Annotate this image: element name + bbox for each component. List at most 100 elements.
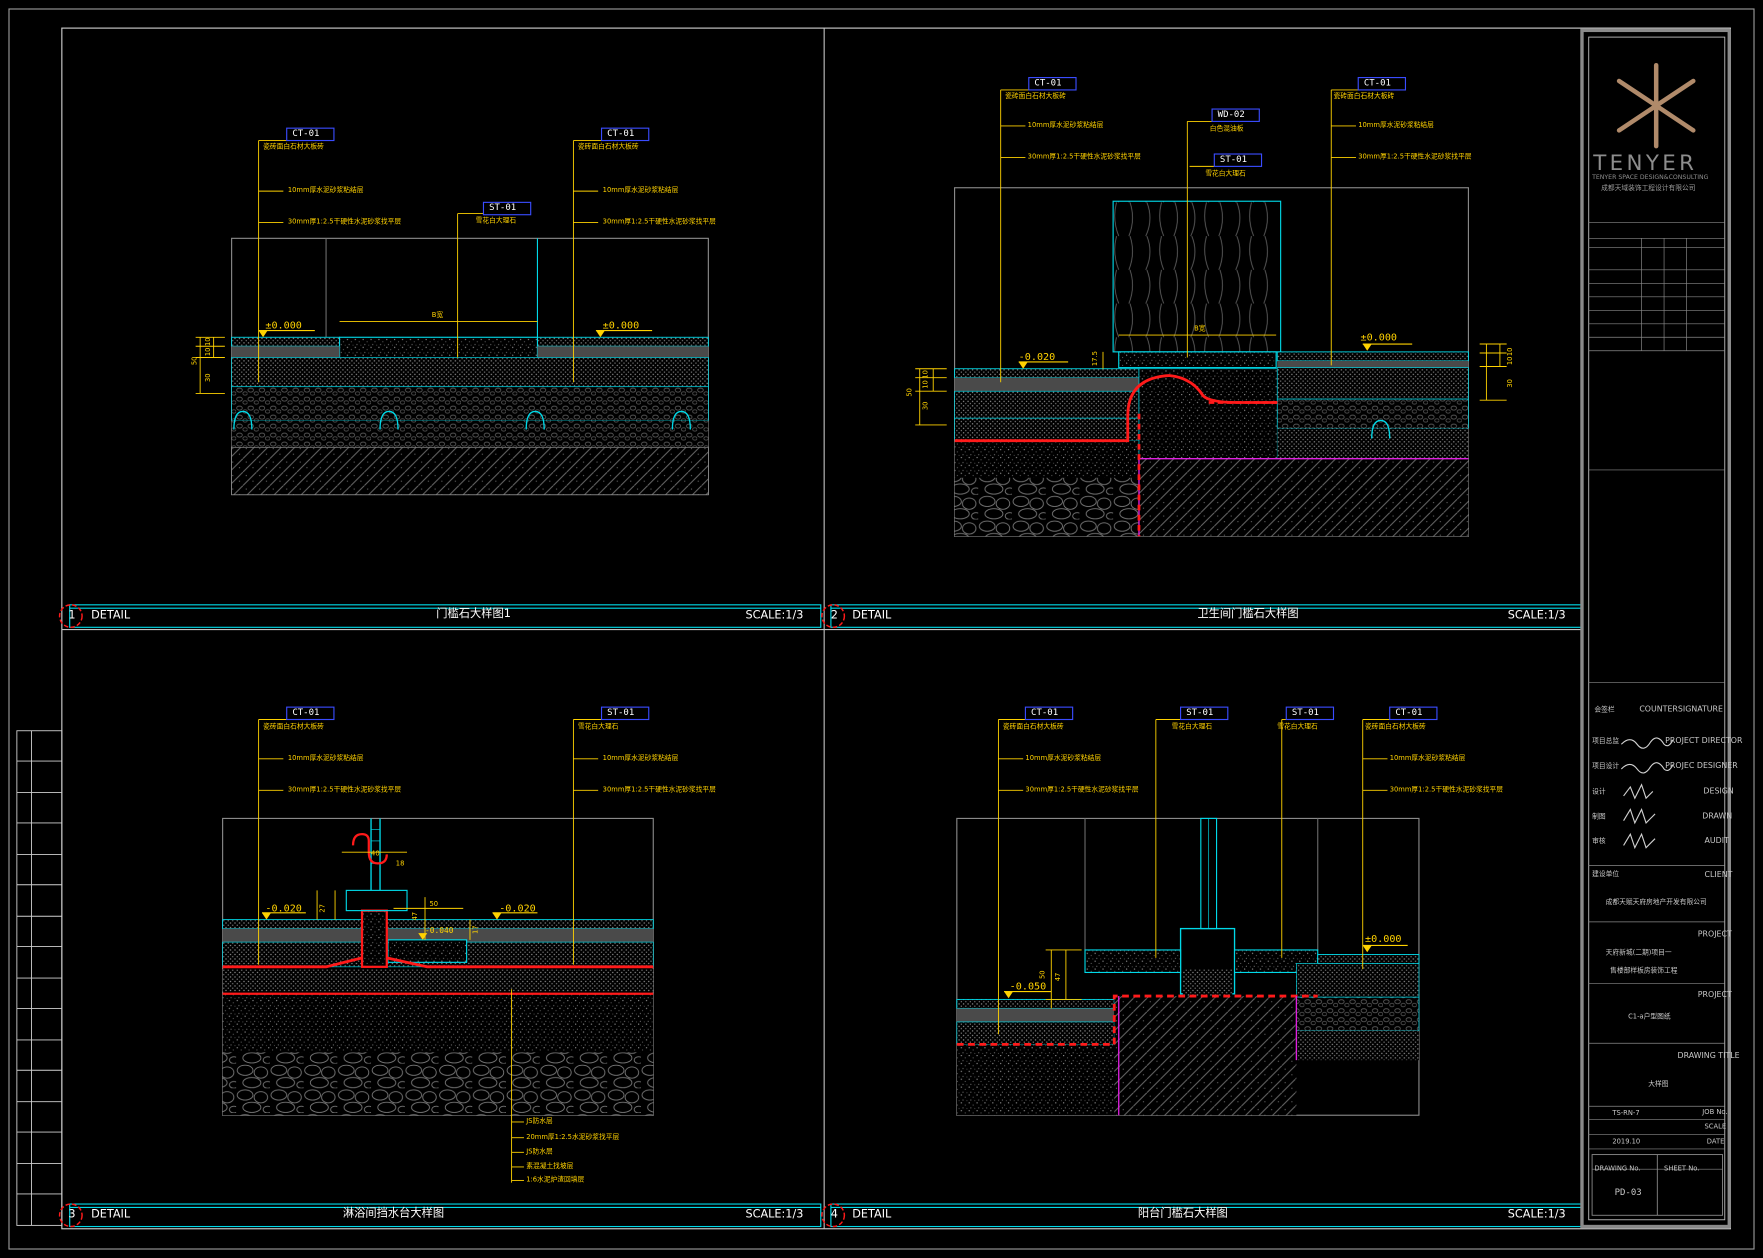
- client-label-cn: 建设单位: [1592, 870, 1620, 879]
- d3-detail-label: DETAIL: [91, 1208, 131, 1221]
- detail-4-tags: [1024, 706, 1438, 721]
- role-1-cn: 项目总监: [1592, 737, 1620, 746]
- d2-dim-175: 17.5: [1091, 351, 1100, 367]
- role-4-en: DRAWN: [1702, 811, 1733, 821]
- d4-level-2: ±0.000: [1364, 934, 1402, 946]
- d3-note-3: 10mm厚水泥砂浆粘结层: [602, 754, 679, 763]
- d4-note-1: 10mm厚水泥砂浆粘结层: [1025, 754, 1102, 763]
- drawing-title-label: DRAWING TITLE: [1677, 1051, 1740, 1061]
- d3-dim-27: 27: [319, 904, 327, 913]
- client-label-en: CLIENT: [1704, 870, 1733, 880]
- detail-2-tags: [1028, 77, 1407, 167]
- role-3-cn: 设计: [1592, 788, 1606, 796]
- signature-scribbles: [1620, 737, 1674, 850]
- title-block: [1580, 28, 1731, 1229]
- company-name: 成都天域装饰工程设计有限公司: [1601, 184, 1696, 193]
- d1-tag-1-note: 瓷砖面白石材大板砖: [263, 142, 324, 151]
- detail-1-drawing: [195, 140, 709, 496]
- d2-tag-4: CT-01: [1363, 77, 1391, 88]
- project-line-1: 天府新城(二期)项目一: [1605, 948, 1672, 957]
- d2-tag-3: ST-01: [1219, 154, 1248, 165]
- d4-tag-4: CT-01: [1395, 707, 1423, 718]
- d2-dim-10c: 10: [1506, 347, 1515, 357]
- d1-note-4: 30mm厚1:2.5干硬性水泥砂浆找平层: [602, 218, 716, 226]
- d2-tag-2-note: 白色混油板: [1209, 124, 1244, 133]
- d3-title: 淋浴间挡水台大样图: [342, 1207, 445, 1220]
- countersign-en: COUNTERSIGNATURE: [1639, 704, 1723, 714]
- d2-dim-30: 30: [921, 401, 930, 411]
- d3-stack-3: JS防水层: [526, 1147, 553, 1156]
- d1-tag-1: CT-01: [292, 128, 320, 139]
- d1-dim-10b: 10: [204, 347, 213, 357]
- countersign-cn: 会签栏: [1594, 706, 1615, 714]
- project-label: PROJECT: [1697, 929, 1732, 939]
- d1-dim-50: 50: [190, 356, 199, 366]
- d3-dim-18: 18: [395, 860, 405, 868]
- d1-note-1: 10mm厚水泥砂浆粘结层: [287, 186, 364, 195]
- project-line-2: 售楼部样板房装饰工程: [1610, 966, 1678, 975]
- d3-stack-1: JS防水层: [526, 1117, 553, 1126]
- d4-tag-4-note: 瓷砖面白石材大板砖: [1364, 722, 1426, 731]
- detail-1-tags: [286, 127, 650, 216]
- role-2-cn: 项目设计: [1592, 762, 1620, 771]
- d4-note-2: 30mm厚1:2.5干硬性水泥砂浆找平层: [1025, 785, 1139, 794]
- d4-tag-1: CT-01: [1031, 707, 1059, 718]
- detail-4-drawing: [956, 719, 1420, 1116]
- client-name: 成都天赋天府房地产开发有限公司: [1605, 898, 1707, 907]
- d4-dim-50: 50: [1038, 970, 1047, 979]
- d4-detail-label: DETAIL: [852, 1208, 892, 1221]
- d2-note-1: 10mm厚水泥砂浆粘结层: [1027, 121, 1104, 130]
- drawing-no-label: DRAWING No.: [1594, 1164, 1641, 1173]
- d1-detail-label: DETAIL: [91, 609, 131, 622]
- d1-note-2: 30mm厚1:2.5干硬性水泥砂浆找平层: [287, 218, 402, 226]
- d2-title: 卫生间门槛石大样图: [1197, 608, 1299, 621]
- d2-scale: SCALE:1/3: [1507, 609, 1566, 622]
- d2-dim-width: B宽: [1194, 324, 1206, 333]
- d1-tag-3-note: 瓷砖面白石材大板砖: [577, 142, 639, 151]
- d3-number: 3: [68, 1208, 76, 1221]
- d2-tag-1: CT-01: [1034, 77, 1062, 88]
- d1-dim-width: B宽: [431, 311, 444, 320]
- d4-tag-3: ST-01: [1291, 707, 1319, 718]
- d3-dim-40: 40: [371, 849, 380, 858]
- d2-tag-2: WD-02: [1217, 109, 1245, 120]
- d1-tag-2: ST-01: [489, 202, 517, 213]
- scale-label: SCALE: [1704, 1123, 1727, 1131]
- d2-tag-1-note: 瓷砖面白石材大板砖: [1005, 92, 1066, 101]
- d4-tag-3-note: 雪花白大理石: [1277, 722, 1318, 731]
- sub-project-label: PROJECT: [1697, 990, 1732, 1000]
- d3-dim-47: 47: [411, 911, 420, 921]
- d2-number: 2: [830, 609, 838, 622]
- role-3-en: DESIGN: [1703, 786, 1734, 796]
- d2-dim-10b: 10: [921, 380, 930, 389]
- d4-title: 阳台门槛石大样图: [1137, 1207, 1228, 1220]
- d2-dim-50: 50: [906, 388, 914, 397]
- d2-tag-4-note: 瓷砖面白石材大板砖: [1333, 92, 1395, 101]
- revision-strip: [16, 730, 63, 1226]
- d3-tag-2: ST-01: [607, 707, 635, 718]
- d1-title: 门槛石大样图1: [436, 608, 511, 621]
- detail-number-circles: [58, 604, 846, 1228]
- d2-detail-label: DETAIL: [852, 609, 892, 622]
- role-4-cn: 制图: [1592, 812, 1606, 821]
- d1-dim-10a: 10: [204, 337, 213, 347]
- detail-2-drawing: [915, 89, 1507, 537]
- drawing-no-value: PD-03: [1614, 1187, 1642, 1198]
- d2-dim-10d: 10: [1506, 356, 1515, 366]
- d3-level-1: -0.020: [265, 903, 302, 916]
- d3-scale: SCALE:1/3: [745, 1208, 804, 1221]
- d4-tag-2: ST-01: [1186, 707, 1214, 718]
- sub-project-value: C1-a户型图纸: [1628, 1012, 1671, 1021]
- date-label: DATE: [1706, 1137, 1725, 1146]
- d4-tag-1-note: 瓷砖面白石材大板砖: [1002, 722, 1064, 731]
- d3-stack-4: 素混凝土找坡层: [526, 1162, 574, 1171]
- d3-stack-5: 1:6水泥炉渣回填层: [526, 1175, 585, 1184]
- d3-dim-17: 17: [472, 925, 480, 935]
- brand-name: TENYER: [1593, 150, 1698, 176]
- role-5-en: AUDIT: [1704, 836, 1729, 846]
- d4-scale: SCALE:1/3: [1507, 1208, 1566, 1221]
- d2-dim-10a: 10: [921, 370, 930, 379]
- d3-tag-1: CT-01: [292, 707, 320, 718]
